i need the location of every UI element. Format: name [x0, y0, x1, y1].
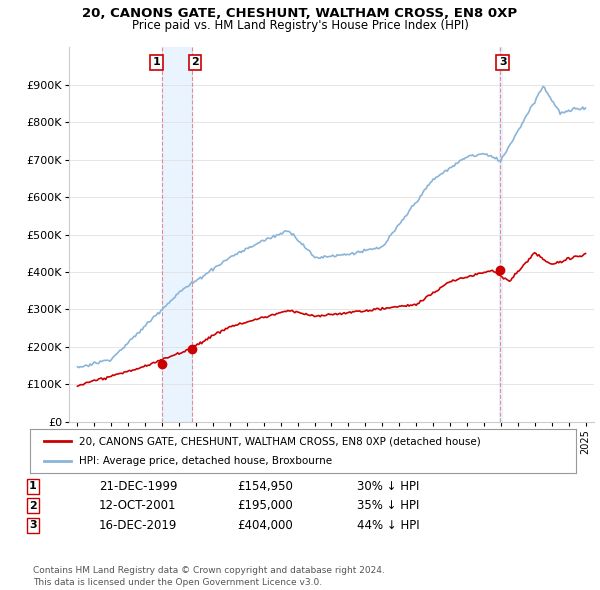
Text: 20, CANONS GATE, CHESHUNT, WALTHAM CROSS, EN8 0XP (detached house): 20, CANONS GATE, CHESHUNT, WALTHAM CROSS… — [79, 437, 481, 446]
Text: £404,000: £404,000 — [237, 519, 293, 532]
Text: 16-DEC-2019: 16-DEC-2019 — [99, 519, 178, 532]
Text: £154,950: £154,950 — [237, 480, 293, 493]
Text: 2: 2 — [29, 501, 37, 510]
Text: 44% ↓ HPI: 44% ↓ HPI — [357, 519, 419, 532]
Text: 3: 3 — [29, 520, 37, 530]
Text: HPI: Average price, detached house, Broxbourne: HPI: Average price, detached house, Brox… — [79, 456, 332, 466]
Text: £195,000: £195,000 — [237, 499, 293, 512]
Text: 12-OCT-2001: 12-OCT-2001 — [99, 499, 176, 512]
Text: Price paid vs. HM Land Registry's House Price Index (HPI): Price paid vs. HM Land Registry's House … — [131, 19, 469, 32]
Text: 3: 3 — [499, 57, 506, 67]
Text: 21-DEC-1999: 21-DEC-1999 — [99, 480, 178, 493]
Text: 30% ↓ HPI: 30% ↓ HPI — [357, 480, 419, 493]
Text: 35% ↓ HPI: 35% ↓ HPI — [357, 499, 419, 512]
Text: 20, CANONS GATE, CHESHUNT, WALTHAM CROSS, EN8 0XP: 20, CANONS GATE, CHESHUNT, WALTHAM CROSS… — [82, 7, 518, 20]
Text: Contains HM Land Registry data © Crown copyright and database right 2024.
This d: Contains HM Land Registry data © Crown c… — [33, 566, 385, 587]
Bar — [161, 47, 192, 422]
Text: 2: 2 — [191, 57, 199, 67]
Text: 1: 1 — [29, 481, 37, 491]
Bar — [499, 47, 502, 422]
Text: 1: 1 — [152, 57, 160, 67]
